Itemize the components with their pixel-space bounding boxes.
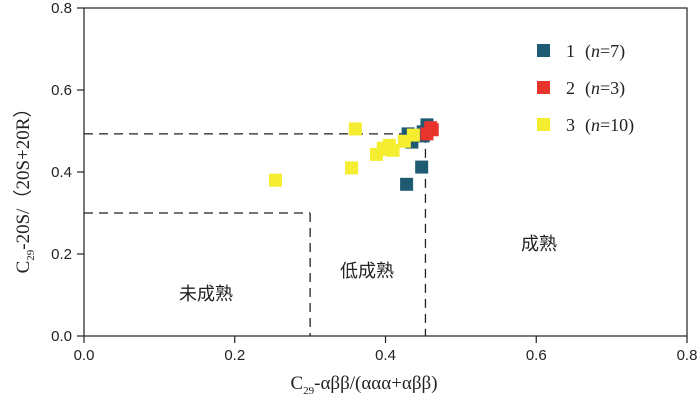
- data-point-series-1: [400, 177, 414, 191]
- y-tick-label: 0.8: [51, 0, 72, 17]
- legend-n-symbol: n: [591, 41, 600, 61]
- y-axis-label-subscript: 29: [25, 249, 37, 261]
- y-tick-label: 0.2: [51, 246, 72, 263]
- data-point-series-2: [425, 123, 439, 137]
- region-label-immature: 未成熟: [179, 284, 233, 305]
- y-axis-label-suffix: -20S/（20S+20R）: [12, 99, 34, 250]
- y-axis-label: C29-20S/（20S+20R）: [12, 99, 37, 274]
- x-axis-label-suffix: -αββ/(ααα+αββ): [314, 373, 437, 394]
- x-tick-label: 0.0: [74, 347, 95, 364]
- legend-open-paren: (: [585, 115, 591, 136]
- region-labels: 未成熟 低成熟 成熟: [179, 234, 557, 305]
- legend-marker-series-3: [537, 118, 550, 131]
- tick-labels: 0.0 0.2 0.4 0.6 0.8 0.0 0.2 0.4 0.6 0.8: [51, 0, 697, 364]
- legend-n-value: =3: [600, 78, 619, 98]
- y-tick-label: 0.0: [51, 328, 72, 345]
- data-point-series-3: [345, 161, 359, 175]
- legend-n-symbol: n: [591, 78, 600, 98]
- y-tick-label: 0.6: [51, 82, 72, 99]
- x-axis-label-subscript: 29: [303, 385, 315, 397]
- data-point-series-3: [348, 122, 362, 136]
- legend-open-paren: (: [585, 41, 591, 62]
- region-label-mature: 成熟: [521, 234, 557, 255]
- x-tick-label: 0.4: [375, 347, 396, 364]
- y-tick-label: 0.4: [51, 164, 72, 181]
- legend-open-paren: (: [585, 78, 591, 99]
- y-axis-label-prefix: C: [13, 261, 34, 274]
- legend-n-symbol: n: [591, 115, 600, 135]
- legend-series-name: 3: [566, 115, 575, 135]
- data-point-series-3: [268, 173, 282, 187]
- legend-n-value: =10: [600, 115, 628, 135]
- x-axis-label: C29-αββ/(ααα+αββ): [290, 373, 437, 397]
- data-points: [268, 118, 439, 191]
- data-point-series-3: [397, 134, 411, 148]
- legend-close-paren: ): [619, 41, 625, 62]
- region-label-low-mature: 低成熟: [340, 261, 394, 282]
- data-point-series-1: [415, 160, 429, 174]
- legend-series-name: 1: [566, 41, 575, 61]
- x-axis-label-prefix: C: [290, 373, 303, 394]
- x-tick-label: 0.8: [677, 347, 698, 364]
- legend-close-paren: ): [619, 78, 625, 99]
- legend-marker-series-2: [537, 81, 550, 94]
- x-tick-label: 0.2: [224, 347, 245, 364]
- legend-entry-series-1: 1 (n=7): [566, 41, 625, 62]
- data-point-series-3: [386, 143, 400, 157]
- legend-n-value: =7: [600, 41, 619, 61]
- x-tick-label: 0.6: [526, 347, 547, 364]
- legend-entry-series-3: 3 (n=10): [566, 115, 634, 136]
- axis-ticks: [77, 7, 688, 343]
- legend-entry-series-2: 2 (n=3): [566, 78, 625, 99]
- legend: 1 (n=7)2 (n=3)3 (n=10): [537, 41, 634, 136]
- legend-marker-series-1: [537, 44, 550, 57]
- legend-close-paren: ): [628, 115, 634, 136]
- legend-series-name: 2: [566, 78, 575, 98]
